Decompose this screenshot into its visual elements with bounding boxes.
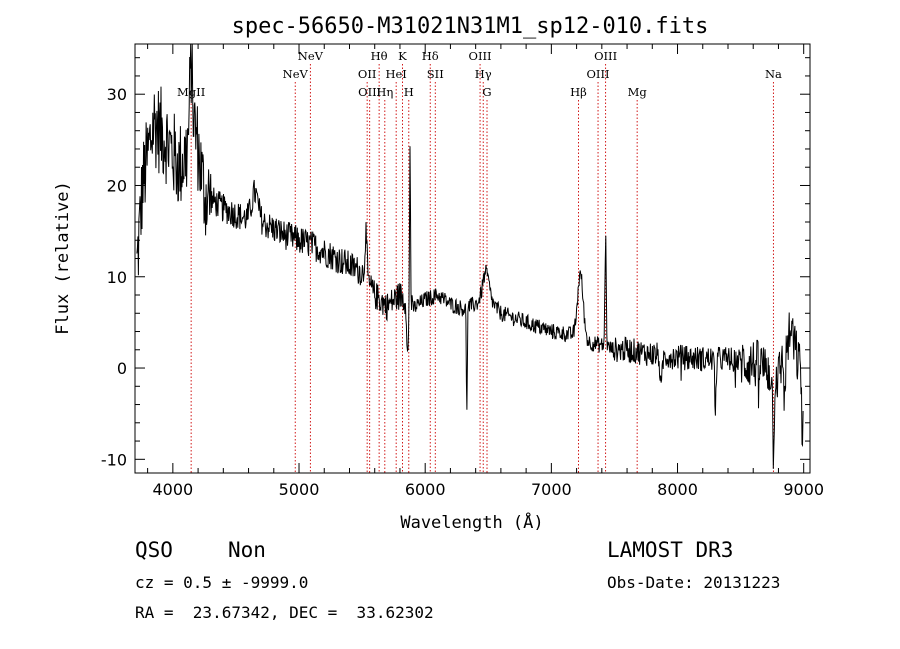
spectral-line-label: Na [765,67,782,81]
spectral-line-label: Mg [628,85,648,99]
spectral-line-label: Hβ [570,85,587,99]
spectral-line-label: Hη [376,85,393,99]
object-class: QSO [135,538,173,562]
y-tick-label: 10 [107,268,127,287]
redshift-cz: cz = 0.5 ± -9999.0 [135,573,309,592]
spectral-line-label: OIII [358,85,381,99]
x-tick-label: 6000 [405,480,446,499]
x-axis-title: Wavelength (Å) [400,511,543,533]
ra-dec-coordinates: RA = 23.67342, DEC = 33.62302 [135,603,434,622]
spectral-line-label: H [404,85,414,99]
x-tick-label: 5000 [279,480,320,499]
spectrum-line [136,43,804,469]
spectral-line-label: OIII [594,49,617,63]
axis-ticks: 4000 5000 6000 7000 8000 9000 -10 0 10 20 30 [101,44,824,499]
spectral-line-label: Hθ [371,49,388,63]
object-subclass: Non [228,538,266,562]
y-tick-label: 20 [107,176,127,195]
spectral-line-label: Hγ [475,67,492,81]
spectral-line-label: K [398,49,407,63]
spectral-line-label: SII [427,67,444,81]
spectral-line-label: NeV [283,67,309,81]
spectral-line-label: OIII [469,49,492,63]
spectral-line-label: Hδ [422,49,439,63]
spectral-line-label: G [482,85,491,99]
plot-frame [134,43,811,474]
y-tick-label: 0 [117,359,127,378]
spectral-line-label: OII [358,67,377,81]
spectral-line-label: NeV [298,49,324,63]
y-tick-label: 30 [107,85,127,104]
spectral-line-label: OIII [587,67,610,81]
x-tick-label: 7000 [531,480,572,499]
survey-label: LAMOST DR3 [607,538,734,562]
x-tick-label: 4000 [152,480,193,499]
x-tick-label: 8000 [657,480,698,499]
y-tick-label: -10 [101,450,127,469]
y-axis-title: Flux (relative) [53,181,73,335]
chart-title: spec-56650-M31021N31M1_sp12-010.fits [232,14,709,39]
x-tick-label: 9000 [783,480,824,499]
spectral-line-label: HeI [385,67,406,81]
observation-date: Obs-Date: 20131223 [607,573,781,592]
spectral-line-markers [190,64,774,473]
